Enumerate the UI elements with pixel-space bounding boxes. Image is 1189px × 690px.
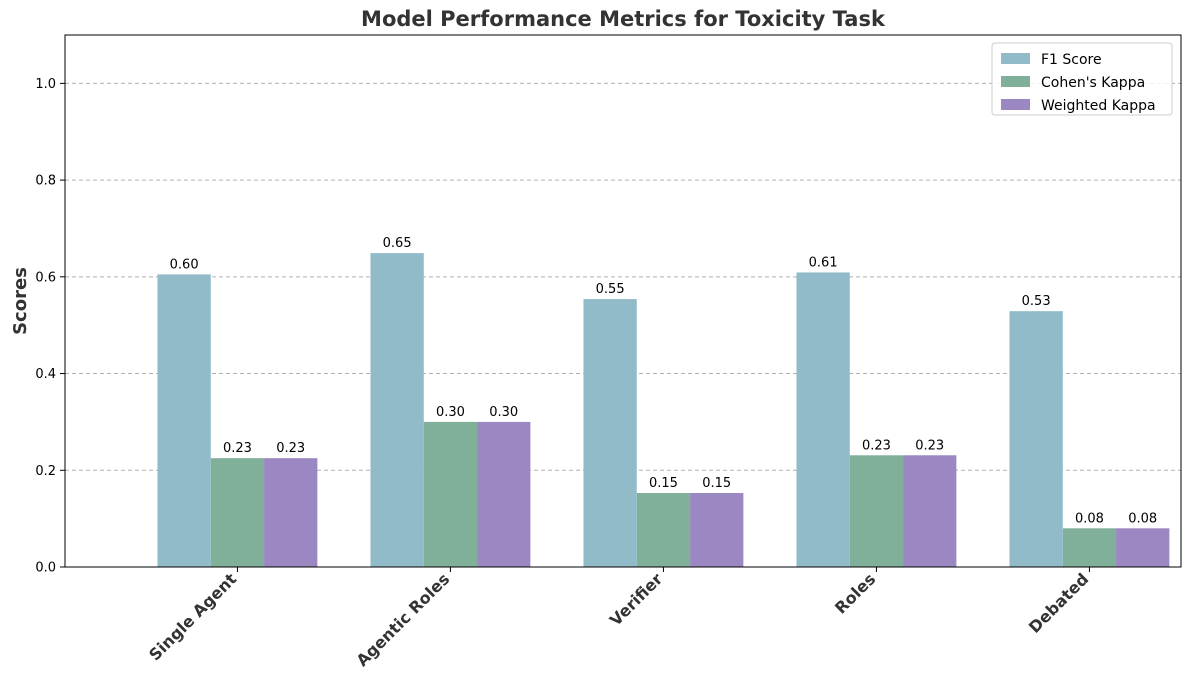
y-tick-label: 0.4	[35, 367, 56, 382]
legend-box	[991, 42, 1173, 116]
bar-value-label: 0.30	[436, 405, 465, 420]
legend-swatch	[1001, 99, 1030, 110]
y-tick-label: 0.2	[35, 464, 56, 479]
bar	[903, 455, 957, 567]
bar-value-label: 0.23	[862, 438, 891, 453]
y-tick-label: 1.0	[35, 77, 56, 92]
bar	[210, 458, 265, 567]
plot-frame	[64, 34, 1182, 568]
legend: F1 Score Cohen's Kappa Weighted Kappa	[991, 42, 1173, 116]
y-tick-label: 0.6	[35, 270, 56, 285]
x-tick-label: Agentic Roles	[353, 569, 454, 670]
x-tick-label: Roles	[831, 569, 879, 617]
y-tick-label: 0.0	[35, 561, 56, 576]
legend-swatch	[1001, 53, 1030, 64]
bar	[1009, 311, 1063, 567]
bar-value-label: 0.23	[915, 438, 944, 453]
bar-value-label: 0.65	[383, 236, 412, 251]
y-axis: 0.0 0.2 0.4 0.6 0.8 1.0	[35, 77, 65, 576]
bar	[477, 421, 531, 567]
x-axis: Single Agent Agentic Roles Verifier Roles De…	[145, 567, 1092, 670]
x-tick-label: Verifier	[606, 569, 666, 629]
bar-value-label: 0.53	[1022, 294, 1051, 309]
x-tick-label: Single Agent	[145, 569, 240, 664]
bar	[583, 299, 637, 567]
legend-label: Weighted Kappa	[1041, 98, 1156, 114]
bar-value-label: 0.23	[276, 441, 305, 456]
bar-value-label: 0.15	[649, 476, 678, 491]
bar	[370, 253, 424, 567]
x-tick-label: Debated	[1025, 569, 1092, 636]
legend-label: Cohen's Kappa	[1041, 75, 1145, 91]
bar	[636, 493, 691, 567]
bar-value-label: 0.08	[1128, 511, 1157, 526]
legend-swatch	[1001, 76, 1030, 87]
bar-value-label: 0.30	[489, 405, 518, 420]
bar	[157, 274, 211, 567]
chart-title: Model Performance Metrics for Toxicity T…	[361, 7, 886, 31]
bar	[1116, 528, 1170, 567]
legend-label: F1 Score	[1041, 52, 1102, 68]
bar-value-label: 0.55	[596, 282, 625, 297]
bar	[1062, 528, 1117, 567]
bar	[690, 493, 744, 567]
bar	[423, 421, 478, 567]
bar-value-label: 0.15	[702, 476, 731, 491]
y-axis-label: Scores	[10, 267, 31, 335]
bars	[157, 253, 1170, 567]
bar-value-label: 0.60	[170, 257, 199, 272]
bar-value-label: 0.61	[809, 255, 838, 270]
bar	[849, 455, 904, 567]
bar-value-label: 0.23	[223, 441, 252, 456]
bar	[796, 272, 850, 567]
data-labels: 0.60 0.23 0.23 0.65 0.30 0.30 0.55 0.15 0.15 0.61…	[170, 236, 1158, 526]
bar	[264, 458, 318, 567]
bar-value-label: 0.08	[1075, 511, 1104, 526]
y-tick-label: 0.8	[35, 174, 56, 189]
